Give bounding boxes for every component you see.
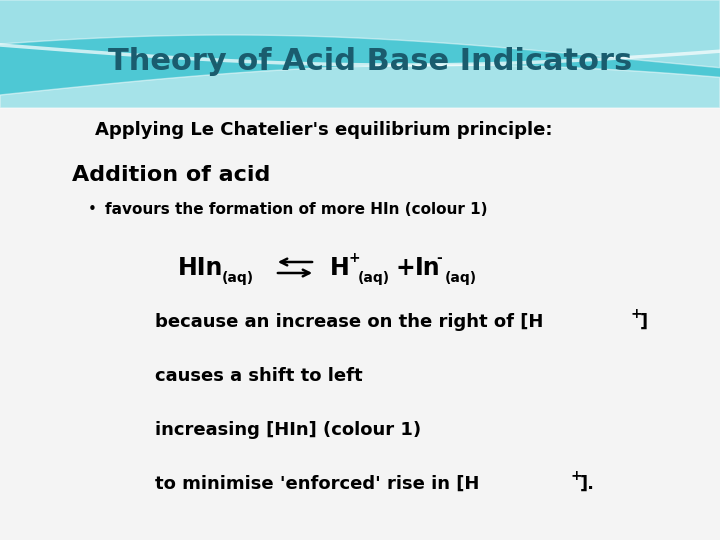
Text: causes a shift to left: causes a shift to left	[155, 367, 363, 385]
Text: (aq): (aq)	[358, 271, 390, 285]
Bar	[0, 0, 720, 108]
Text: (aq): (aq)	[445, 271, 477, 285]
Polygon shape	[0, 0, 720, 68]
Text: H: H	[330, 256, 350, 280]
Text: In: In	[415, 256, 441, 280]
Text: +: +	[571, 469, 582, 483]
Text: increasing [HIn] (colour 1): increasing [HIn] (colour 1)	[155, 421, 421, 439]
Text: +: +	[396, 256, 415, 280]
Text: ]: ]	[640, 313, 648, 331]
Text: Addition of acid: Addition of acid	[72, 165, 271, 185]
Text: ].: ].	[580, 475, 595, 493]
Text: to minimise 'enforced' rise in [H: to minimise 'enforced' rise in [H	[155, 475, 480, 493]
Text: HIn: HIn	[178, 256, 223, 280]
Polygon shape	[0, 65, 720, 108]
Text: +: +	[349, 251, 361, 265]
Text: -: -	[436, 251, 442, 265]
Text: favours the formation of more HIn (colour 1): favours the formation of more HIn (colou…	[105, 202, 487, 218]
Text: Theory of Acid Base Indicators: Theory of Acid Base Indicators	[108, 48, 632, 77]
Text: •: •	[88, 202, 97, 218]
Text: (aq): (aq)	[222, 271, 254, 285]
Bar	[0, 108, 720, 540]
Text: because an increase on the right of [H: because an increase on the right of [H	[155, 313, 544, 331]
Text: +: +	[631, 307, 643, 321]
Text: Applying Le Chatelier's equilibrium principle:: Applying Le Chatelier's equilibrium prin…	[95, 121, 552, 139]
